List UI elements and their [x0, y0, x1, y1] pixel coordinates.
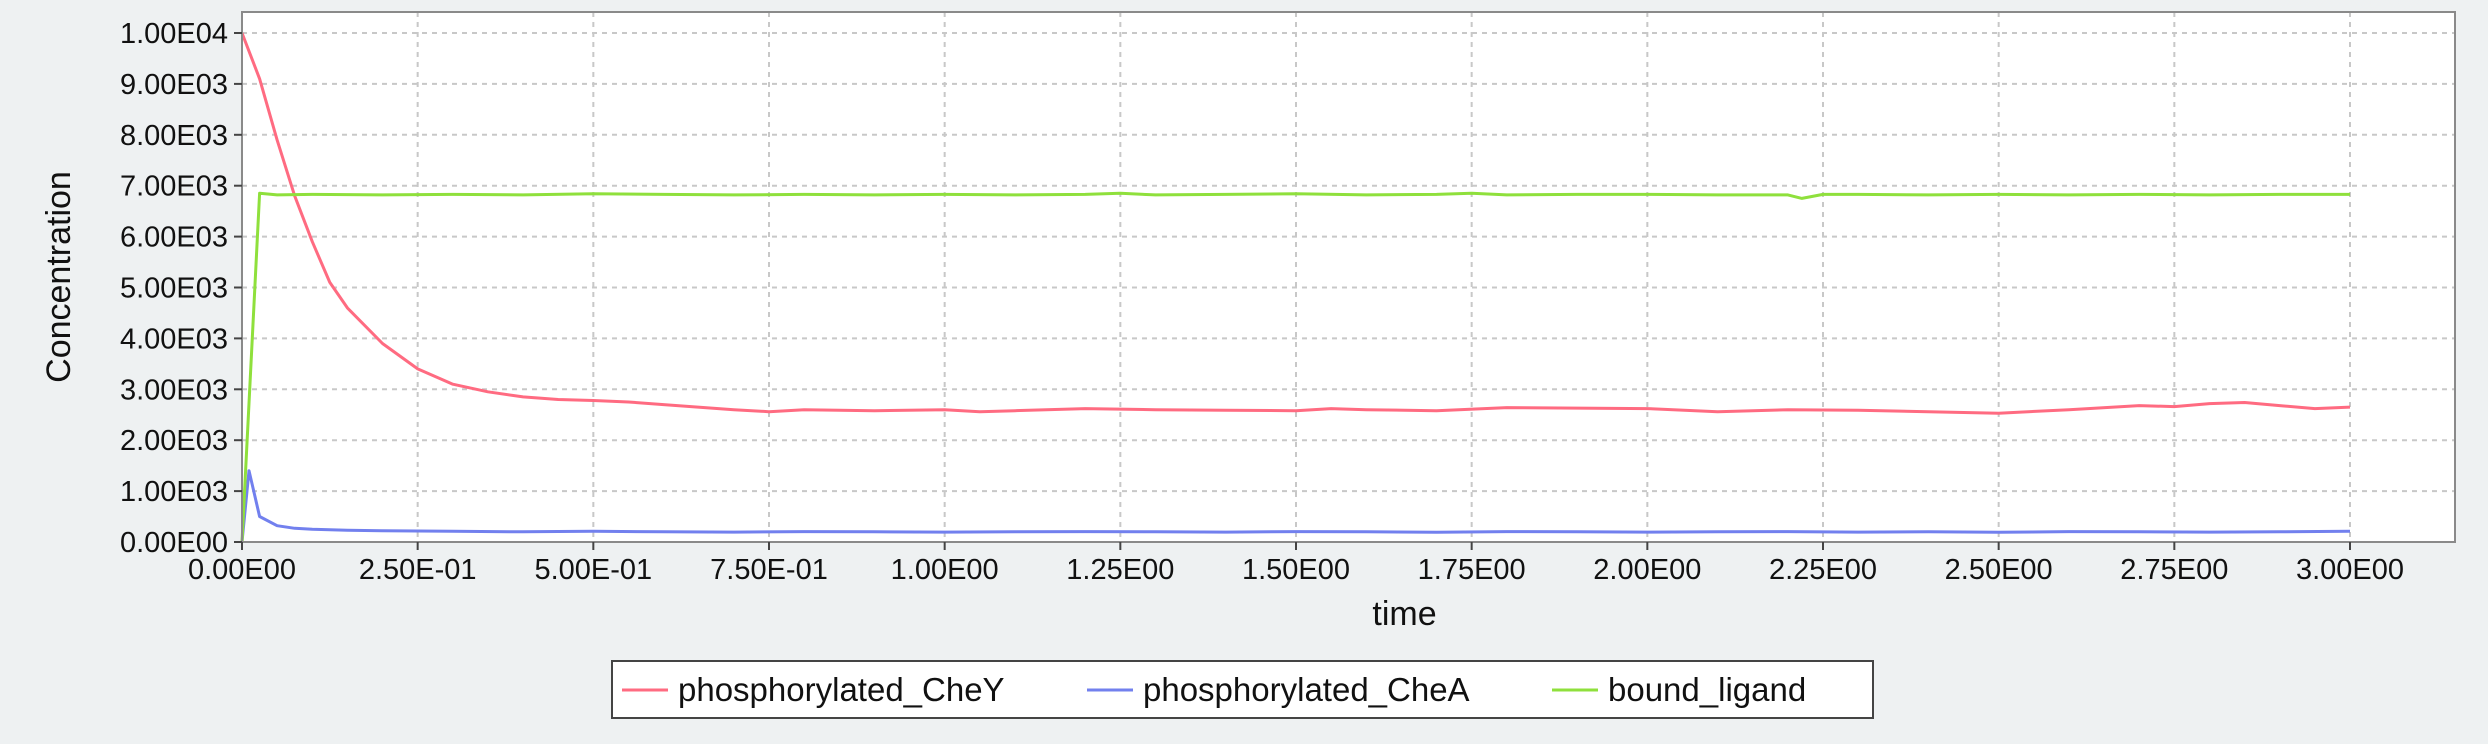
x-tick-label: 1.25E00: [1066, 554, 1174, 586]
x-tick-label: 1.50E00: [1242, 554, 1350, 586]
legend-box: [611, 660, 1874, 719]
y-tick-label: 7.00E03: [120, 171, 228, 203]
plot-area: [242, 12, 2455, 542]
x-tick-label: 2.75E00: [2120, 554, 2228, 586]
x-tick-label: 2.50E00: [1945, 554, 2053, 586]
series-line-phosphorylated_CheY: [240, 32, 2351, 415]
y-tick-label: 1.00E03: [120, 476, 228, 508]
x-tick-label: 1.75E00: [1418, 554, 1526, 586]
series-line-phosphorylated_CheA: [240, 469, 2351, 543]
series-layer: [240, 32, 2351, 543]
x-axis-title: time: [1372, 595, 1436, 633]
series-line-bound_ligand: [240, 191, 2350, 543]
x-tick-label: 3.00E00: [2296, 554, 2404, 586]
legend: phosphorylated_CheY phosphorylated_CheA bo…: [611, 660, 1874, 719]
x-tick-label: 2.25E00: [1769, 554, 1877, 586]
y-tick-label: 4.00E03: [120, 323, 228, 355]
y-axis-title: Concentration: [40, 171, 78, 383]
grid: [242, 12, 2455, 542]
x-tick-label: 1.00E00: [891, 554, 999, 586]
y-tick-label: 8.00E03: [120, 120, 228, 152]
y-tick-label: 0.00E00: [120, 527, 228, 559]
y-tick-label: 9.00E03: [120, 69, 228, 101]
x-tick-label: 0.00E00: [188, 554, 296, 586]
y-tick-label: 2.00E03: [120, 425, 228, 457]
plot-border: [241, 11, 2456, 543]
y-tick-label: 1.00E04: [120, 18, 228, 50]
legend-label-phosphorylated_CheY: phosphorylated_CheY: [678, 671, 1005, 708]
x-tick-label: 2.00E00: [1593, 554, 1701, 586]
y-tick-label: 3.00E03: [120, 374, 228, 406]
y-tick-label: 5.00E03: [120, 273, 228, 305]
x-tick-label: 7.50E-01: [710, 554, 828, 586]
legend-label-phosphorylated_CheA: phosphorylated_CheA: [1143, 671, 1470, 708]
axes: 0.00E00 2.50E-01 5.00E-01 7.50E-01 1.00E00 1.…: [40, 11, 2456, 633]
legend-label-bound_ligand: bound_ligand: [1608, 671, 1806, 708]
y-tick-label: 6.00E03: [120, 222, 228, 254]
x-tick-label: 2.50E-01: [359, 554, 477, 586]
x-tick-label: 5.00E-01: [534, 554, 652, 586]
